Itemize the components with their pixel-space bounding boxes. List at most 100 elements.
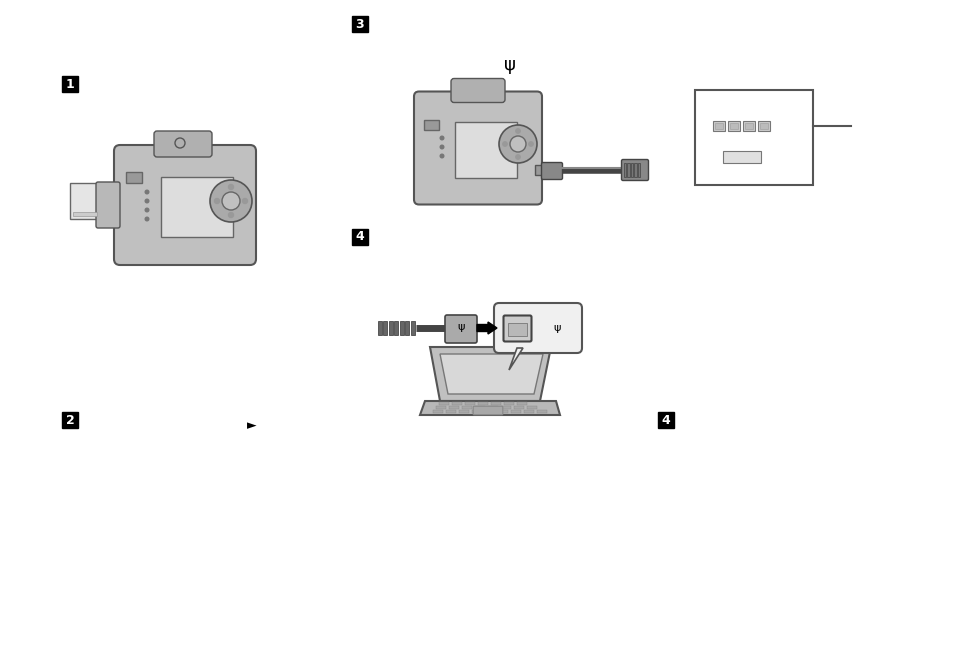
Bar <box>458 410 469 413</box>
Circle shape <box>439 136 443 140</box>
Bar <box>383 321 387 335</box>
FancyBboxPatch shape <box>620 159 648 181</box>
Bar <box>729 122 738 128</box>
Text: 3: 3 <box>355 17 364 30</box>
Bar <box>712 120 724 130</box>
Bar <box>477 402 488 405</box>
Polygon shape <box>439 354 542 394</box>
Bar <box>389 321 393 335</box>
Bar <box>461 406 472 409</box>
Circle shape <box>502 142 507 146</box>
Bar <box>714 122 722 128</box>
Bar <box>497 410 507 413</box>
Bar <box>423 120 438 130</box>
Bar <box>758 120 769 130</box>
Bar <box>760 122 767 128</box>
FancyBboxPatch shape <box>96 182 120 228</box>
Bar <box>742 120 754 130</box>
Circle shape <box>222 192 240 210</box>
Text: ►: ► <box>247 419 256 433</box>
Circle shape <box>242 198 247 204</box>
Bar <box>488 406 497 409</box>
Bar <box>744 122 752 128</box>
Bar <box>70 183 100 219</box>
Bar <box>62 412 78 428</box>
Circle shape <box>210 180 252 222</box>
Bar <box>630 163 633 177</box>
Bar <box>537 410 546 413</box>
Bar <box>438 402 449 405</box>
Polygon shape <box>419 401 559 415</box>
FancyArrow shape <box>476 322 497 334</box>
FancyBboxPatch shape <box>451 79 504 103</box>
Bar <box>436 406 446 409</box>
Bar <box>455 122 517 178</box>
Bar <box>523 410 534 413</box>
Circle shape <box>145 208 149 212</box>
Bar <box>623 163 626 177</box>
Circle shape <box>510 136 525 152</box>
Bar <box>517 402 526 405</box>
FancyBboxPatch shape <box>153 131 212 157</box>
Bar <box>638 163 639 177</box>
Bar <box>452 402 461 405</box>
Bar <box>627 163 629 177</box>
Bar <box>411 321 415 335</box>
Bar <box>526 406 537 409</box>
Circle shape <box>516 129 519 133</box>
Circle shape <box>528 142 533 146</box>
Text: 2: 2 <box>66 413 74 427</box>
Polygon shape <box>509 348 522 370</box>
FancyBboxPatch shape <box>503 315 531 341</box>
Bar <box>472 410 481 413</box>
Bar <box>727 120 740 130</box>
Bar <box>503 402 514 405</box>
Circle shape <box>174 138 185 148</box>
Text: ψ: ψ <box>503 56 516 74</box>
Circle shape <box>229 185 233 190</box>
FancyBboxPatch shape <box>473 406 502 415</box>
FancyBboxPatch shape <box>414 91 541 204</box>
Circle shape <box>498 125 537 163</box>
Circle shape <box>214 198 219 204</box>
Bar <box>464 402 475 405</box>
Circle shape <box>516 155 519 159</box>
FancyBboxPatch shape <box>541 163 562 179</box>
FancyBboxPatch shape <box>444 315 476 343</box>
Text: 4: 4 <box>661 413 670 427</box>
Text: 1: 1 <box>66 77 74 91</box>
Circle shape <box>229 212 233 218</box>
Polygon shape <box>430 347 551 401</box>
Bar <box>484 410 495 413</box>
Bar <box>395 321 398 335</box>
Circle shape <box>439 145 443 149</box>
Bar <box>446 410 456 413</box>
Bar <box>507 323 526 336</box>
Bar <box>511 410 520 413</box>
Bar <box>433 410 442 413</box>
Circle shape <box>145 190 149 194</box>
Circle shape <box>145 217 149 221</box>
Text: ψ: ψ <box>553 323 560 333</box>
Bar <box>722 151 760 163</box>
Bar <box>377 321 381 335</box>
FancyBboxPatch shape <box>494 303 581 353</box>
Bar <box>449 406 458 409</box>
Bar <box>405 321 409 335</box>
Bar <box>399 321 403 335</box>
Bar <box>161 177 233 237</box>
Bar <box>514 406 523 409</box>
Bar <box>352 229 368 245</box>
Bar <box>475 406 484 409</box>
Bar <box>535 165 542 175</box>
Text: ψ: ψ <box>456 322 464 332</box>
Bar <box>352 16 368 32</box>
Bar <box>73 212 97 216</box>
Text: 4: 4 <box>355 230 364 243</box>
Bar <box>126 172 142 183</box>
Bar <box>634 163 637 177</box>
Bar <box>500 406 511 409</box>
Bar <box>491 402 500 405</box>
Circle shape <box>439 154 443 158</box>
Circle shape <box>145 199 149 203</box>
